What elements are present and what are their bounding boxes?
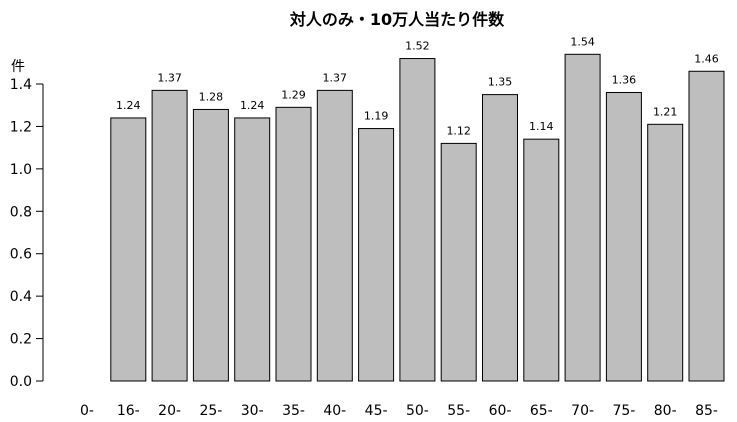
- x-tick-label: 85-: [695, 403, 718, 419]
- x-tick-label: 20-: [158, 403, 181, 419]
- x-tick-label: 40-: [323, 403, 346, 419]
- bar: [234, 117, 271, 382]
- y-tick-label: 1.4: [10, 77, 32, 93]
- y-tick-label: 1.2: [10, 119, 32, 135]
- data-label: 1.37: [157, 71, 182, 84]
- bar: [564, 53, 601, 382]
- chart-title: 対人のみ・10万人当たり件数: [289, 10, 505, 29]
- bar: [275, 106, 312, 382]
- bar: [151, 89, 188, 382]
- bar: [192, 108, 229, 382]
- data-label: 1.28: [199, 90, 224, 103]
- x-tick-label: 70-: [571, 403, 594, 419]
- bar: [482, 94, 518, 382]
- bar: [358, 128, 395, 382]
- x-tick-label: 60-: [489, 403, 512, 419]
- y-tick-label: 0.2: [10, 332, 32, 348]
- y-axis-unit-label: 件: [11, 59, 25, 75]
- data-label: 1.12: [446, 124, 471, 137]
- x-tick-label: 65-: [530, 403, 553, 419]
- data-label: 1.35: [488, 76, 513, 89]
- x-tick-label: 75-: [612, 403, 635, 419]
- bar: [110, 117, 147, 382]
- bar: [523, 138, 560, 382]
- x-tick-label: 55-: [447, 403, 470, 419]
- data-label: 1.14: [529, 120, 554, 133]
- bar: [605, 91, 642, 382]
- x-tick-label: 25-: [199, 403, 222, 419]
- data-label: 1.52: [405, 40, 430, 53]
- x-tick-label: 35-: [282, 403, 305, 419]
- y-tick-label: 0.0: [10, 374, 32, 390]
- bar: [647, 123, 684, 382]
- x-tick-label: 30-: [241, 403, 264, 419]
- bar: [399, 58, 436, 382]
- y-tick-label: 0.4: [10, 289, 32, 305]
- data-label: 1.37: [323, 71, 348, 84]
- data-label: 1.46: [694, 52, 719, 65]
- bar: [688, 70, 725, 382]
- data-label: 1.29: [281, 88, 306, 101]
- data-label: 1.36: [612, 73, 637, 86]
- data-label: 1.54: [570, 35, 595, 48]
- x-tick-label: 50-: [406, 403, 429, 419]
- y-tick-label: 1.0: [10, 162, 32, 178]
- x-tick-label: 80-: [654, 403, 677, 419]
- data-label: 1.21: [653, 105, 678, 118]
- y-tick-label: 0.6: [10, 247, 32, 263]
- data-label: 1.19: [364, 110, 389, 123]
- x-tick-label: 16-: [117, 403, 140, 419]
- x-tick-label: 45-: [365, 403, 388, 419]
- bar: [316, 89, 353, 382]
- bar: [440, 142, 477, 382]
- y-tick-label: 0.8: [10, 204, 32, 220]
- x-tick-label: 0-: [80, 403, 94, 419]
- data-label: 1.24: [116, 99, 141, 112]
- data-label: 1.24: [240, 99, 265, 112]
